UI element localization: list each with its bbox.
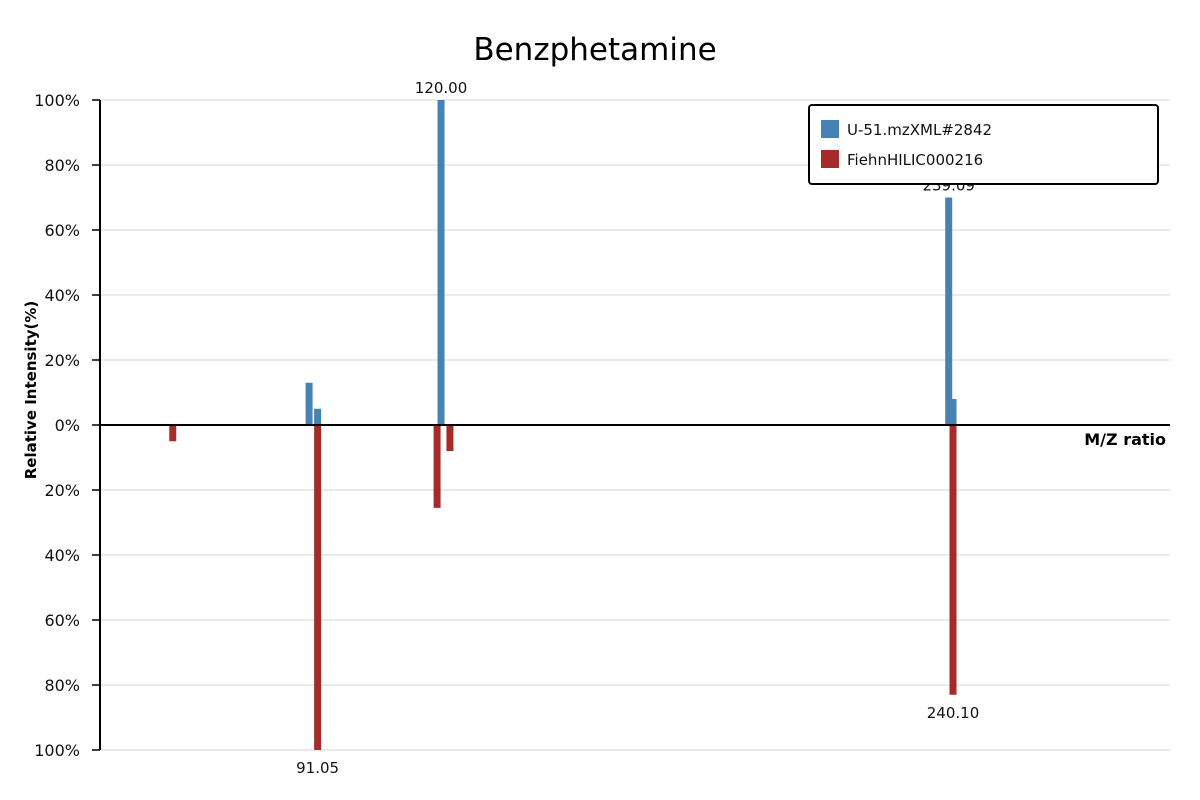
y-tick-label: 0%	[55, 416, 80, 435]
peak-bars	[169, 100, 957, 750]
peak-label: 240.10	[927, 704, 980, 722]
peak-bar	[949, 425, 957, 695]
legend-swatch-series-1	[821, 120, 839, 138]
peak-bar	[433, 425, 441, 508]
peak-bar	[314, 425, 322, 750]
legend-box	[808, 104, 1159, 185]
y-tick-label: 80%	[44, 676, 80, 695]
peak-bar	[314, 408, 322, 425]
peak-bar	[169, 425, 177, 442]
y-tick-label: 100%	[34, 91, 80, 110]
y-axis-label: Relative Intensity(%)	[22, 301, 40, 480]
peak-bar	[945, 197, 953, 425]
gridlines	[100, 99, 1170, 751]
x-axis-label: M/Z ratio	[1084, 430, 1166, 449]
peak-bar	[305, 382, 313, 425]
y-tick-label: 40%	[44, 546, 80, 565]
peak-bar	[446, 425, 454, 451]
legend: U-51.mzXML#2842 FiehnHILIC000216	[808, 104, 1159, 185]
legend-swatch-series-2	[821, 150, 839, 168]
y-tick-label: 20%	[44, 481, 80, 500]
legend-label-series-1: U-51.mzXML#2842	[847, 121, 992, 139]
peak-label: 91.05	[296, 759, 339, 777]
peak-bar	[949, 399, 957, 425]
peak-bar	[437, 100, 445, 425]
y-tick-label: 60%	[44, 611, 80, 630]
legend-label-series-2: FiehnHILIC000216	[847, 151, 983, 169]
y-tick-label: 20%	[44, 351, 80, 370]
y-tick-label: 60%	[44, 221, 80, 240]
y-tick-label: 40%	[44, 286, 80, 305]
axes	[99, 100, 1170, 750]
chart-title: Benzphetamine	[473, 32, 716, 68]
y-tick-label: 100%	[34, 741, 80, 760]
y-tick-label: 80%	[44, 156, 80, 175]
peak-label: 120.00	[415, 79, 468, 97]
y-axis-ticks: 100% 80% 60% 40% 20% 0% 20% 40% 60% 80% 100%	[34, 91, 100, 760]
